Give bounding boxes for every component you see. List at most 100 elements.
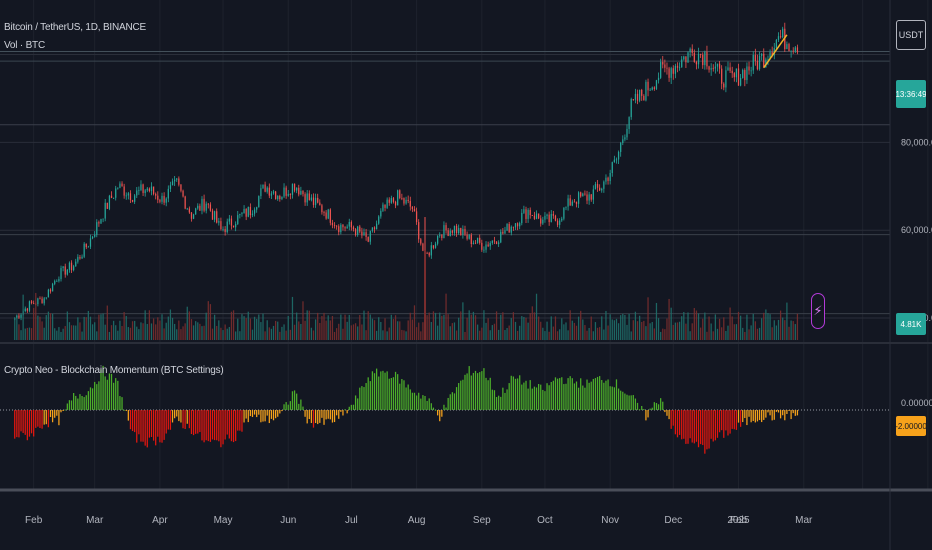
oscillator-bar xyxy=(180,410,182,423)
oscillator-bar xyxy=(363,387,365,410)
candle-body xyxy=(296,187,298,191)
indicator-legend[interactable]: Crypto Neo - Blockchain Momentum (BTC Se… xyxy=(4,365,224,376)
oscillator-bar xyxy=(756,410,759,422)
candle-body xyxy=(321,205,323,213)
candle-body xyxy=(380,210,382,217)
volume-bar xyxy=(407,320,409,340)
volume-bar xyxy=(525,317,527,340)
volume-bar xyxy=(693,308,695,340)
oscillator-bar xyxy=(104,376,106,410)
volume-bar xyxy=(51,313,54,340)
volume-bar xyxy=(409,312,411,340)
volume-legend[interactable]: Vol · BTC xyxy=(4,40,45,51)
candle-body xyxy=(371,227,374,231)
volume-bar xyxy=(247,311,249,340)
oscillator-bar xyxy=(218,410,220,442)
volume-bar xyxy=(626,324,628,340)
flash-icon[interactable]: ⚡ xyxy=(811,293,825,329)
candle-body xyxy=(232,225,235,228)
x-tick-label: Feb xyxy=(730,515,748,526)
volume-bar xyxy=(85,317,87,340)
volume-bar xyxy=(489,330,491,340)
candle-body xyxy=(544,215,546,220)
candle-body xyxy=(56,281,58,282)
oscillator-bar xyxy=(75,395,77,410)
oscillator-bar xyxy=(68,400,71,410)
volume-bar xyxy=(758,327,761,340)
x-tick-label: May xyxy=(214,515,233,526)
oscillator-bar xyxy=(167,410,169,430)
volume-bar xyxy=(630,331,632,340)
volume-bar xyxy=(367,311,369,340)
candle-body xyxy=(251,213,254,216)
oscillator-bar xyxy=(516,378,519,410)
oscillator-bar xyxy=(613,387,616,410)
volume-bar xyxy=(155,324,157,340)
oscillator-bar xyxy=(695,410,698,442)
volume-bar xyxy=(455,330,458,340)
volume-bar xyxy=(352,324,355,340)
volume-bar xyxy=(403,330,405,340)
volume-bar xyxy=(746,314,748,340)
candle-body xyxy=(470,234,472,245)
oscillator-bar xyxy=(537,384,540,410)
volume-bar xyxy=(357,326,359,340)
oscillator-bar xyxy=(620,390,622,410)
candle-body xyxy=(369,230,371,242)
candle-body xyxy=(123,186,125,196)
volume-bar xyxy=(89,316,92,340)
candle-body xyxy=(651,87,653,90)
volume-tag: 4.81K xyxy=(896,313,926,335)
candle-body xyxy=(468,234,470,239)
oscillator-bar xyxy=(447,397,449,410)
candle-body xyxy=(409,201,411,207)
volume-bar xyxy=(691,323,693,340)
currency-button[interactable]: USDT xyxy=(896,20,926,50)
candle-body xyxy=(159,199,161,202)
volume-bar xyxy=(373,320,376,340)
candle-body xyxy=(561,218,563,221)
volume-bar xyxy=(702,318,704,340)
candle-body xyxy=(695,61,698,65)
volume-bar xyxy=(195,321,197,340)
candle-body xyxy=(601,188,603,191)
candle-body xyxy=(655,80,658,89)
oscillator-bar xyxy=(510,375,512,410)
oscillator-bar xyxy=(300,399,302,410)
symbol-title[interactable]: Bitcoin / TetherUS, 1D, BINANCE xyxy=(4,22,147,33)
volume-bar xyxy=(535,293,538,340)
oscillator-bar xyxy=(542,389,544,410)
volume-bar xyxy=(98,314,100,340)
candle-body xyxy=(155,193,157,196)
volume-bar xyxy=(310,327,313,340)
candle-body xyxy=(775,39,778,49)
volume-bar xyxy=(441,315,443,340)
candle-body xyxy=(140,184,142,191)
candle-body xyxy=(447,230,449,237)
volume-bar xyxy=(413,305,416,340)
volume-bar xyxy=(64,326,66,340)
oscillator-bar xyxy=(64,409,66,411)
volume-bar xyxy=(586,330,588,340)
volume-bar xyxy=(466,317,468,340)
candle-body xyxy=(134,195,136,202)
candle-body xyxy=(645,81,647,101)
oscillator-bar xyxy=(333,410,336,423)
oscillator-bar xyxy=(519,375,521,410)
oscillator-bar xyxy=(226,410,228,435)
oscillator-bar xyxy=(742,410,744,423)
candle-body xyxy=(205,203,207,211)
candle-body xyxy=(676,65,679,68)
oscillator-bar xyxy=(321,410,323,418)
volume-bar xyxy=(112,320,115,340)
oscillator-bar xyxy=(415,395,418,410)
volume-bar xyxy=(443,314,445,340)
volume-bar xyxy=(325,320,327,340)
volume-bar xyxy=(171,317,174,340)
oscillator-bar xyxy=(401,379,403,410)
oscillator-bar xyxy=(512,376,515,410)
oscillator-bar xyxy=(272,410,275,421)
volume-bar xyxy=(710,323,712,340)
volume-bar xyxy=(134,320,136,340)
